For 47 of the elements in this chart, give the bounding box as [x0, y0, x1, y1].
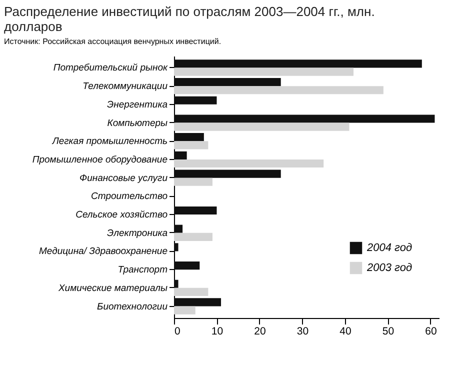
bar — [174, 114, 435, 123]
bar — [174, 306, 196, 314]
y-tick-label: Компьютеры — [107, 118, 168, 129]
x-tick-label: 40 — [340, 326, 352, 338]
bar — [174, 141, 208, 150]
chart-subtitle: Источник: Российская ассоциация венчурных инвестиций. — [4, 37, 222, 46]
bar — [174, 159, 324, 168]
x-tick-label: 30 — [296, 326, 309, 338]
bar — [174, 288, 208, 296]
bar — [174, 280, 178, 288]
y-tick-label: Потребительский рынок — [53, 62, 168, 74]
bar — [174, 243, 178, 252]
y-tick-label: Биотехнологии — [97, 301, 168, 312]
y-tick-label: Транспорт — [118, 264, 168, 276]
legend-label: 2003 год — [366, 262, 412, 274]
chart-title: Распределение инвестиций по отраслям 2003—2004 гг., млн. долларов — [4, 4, 375, 34]
y-tick-label: Химические материалы — [57, 282, 168, 294]
y-tick-label: Медицина/ Здравоохранение — [38, 246, 168, 258]
y-tick-label: Строительство — [91, 191, 168, 202]
x-tick-label: 60 — [425, 326, 437, 338]
bar — [174, 178, 212, 186]
bar — [174, 170, 281, 178]
y-tick-label: Сельское хозяйство — [76, 210, 168, 221]
y-tick-label: Телекоммуникации — [82, 81, 168, 92]
bar — [174, 298, 222, 306]
bar — [174, 206, 217, 215]
x-tick-label: 0 — [174, 326, 180, 338]
x-tick-label: 10 — [211, 326, 224, 338]
bar — [174, 86, 384, 94]
bar — [174, 232, 212, 241]
y-tick-label: Легкая промышленность — [51, 136, 168, 148]
legend-label: 2004 год — [366, 242, 412, 254]
bar — [174, 68, 354, 76]
bar — [174, 122, 350, 131]
x-tick-label: 50 — [382, 326, 394, 338]
bar — [174, 133, 204, 142]
bar — [174, 96, 217, 104]
y-tick-label: Промышленное оборудование — [32, 154, 168, 166]
bar — [174, 261, 200, 270]
bar — [174, 151, 187, 160]
bar — [174, 78, 281, 86]
y-tick-label: Энергентика — [107, 99, 168, 110]
x-tick-label: 20 — [254, 326, 266, 338]
y-tick-label: Финансовые услуги — [80, 172, 168, 184]
bar — [174, 224, 183, 233]
y-tick-label: Электроника — [107, 228, 168, 239]
bar — [174, 60, 422, 68]
